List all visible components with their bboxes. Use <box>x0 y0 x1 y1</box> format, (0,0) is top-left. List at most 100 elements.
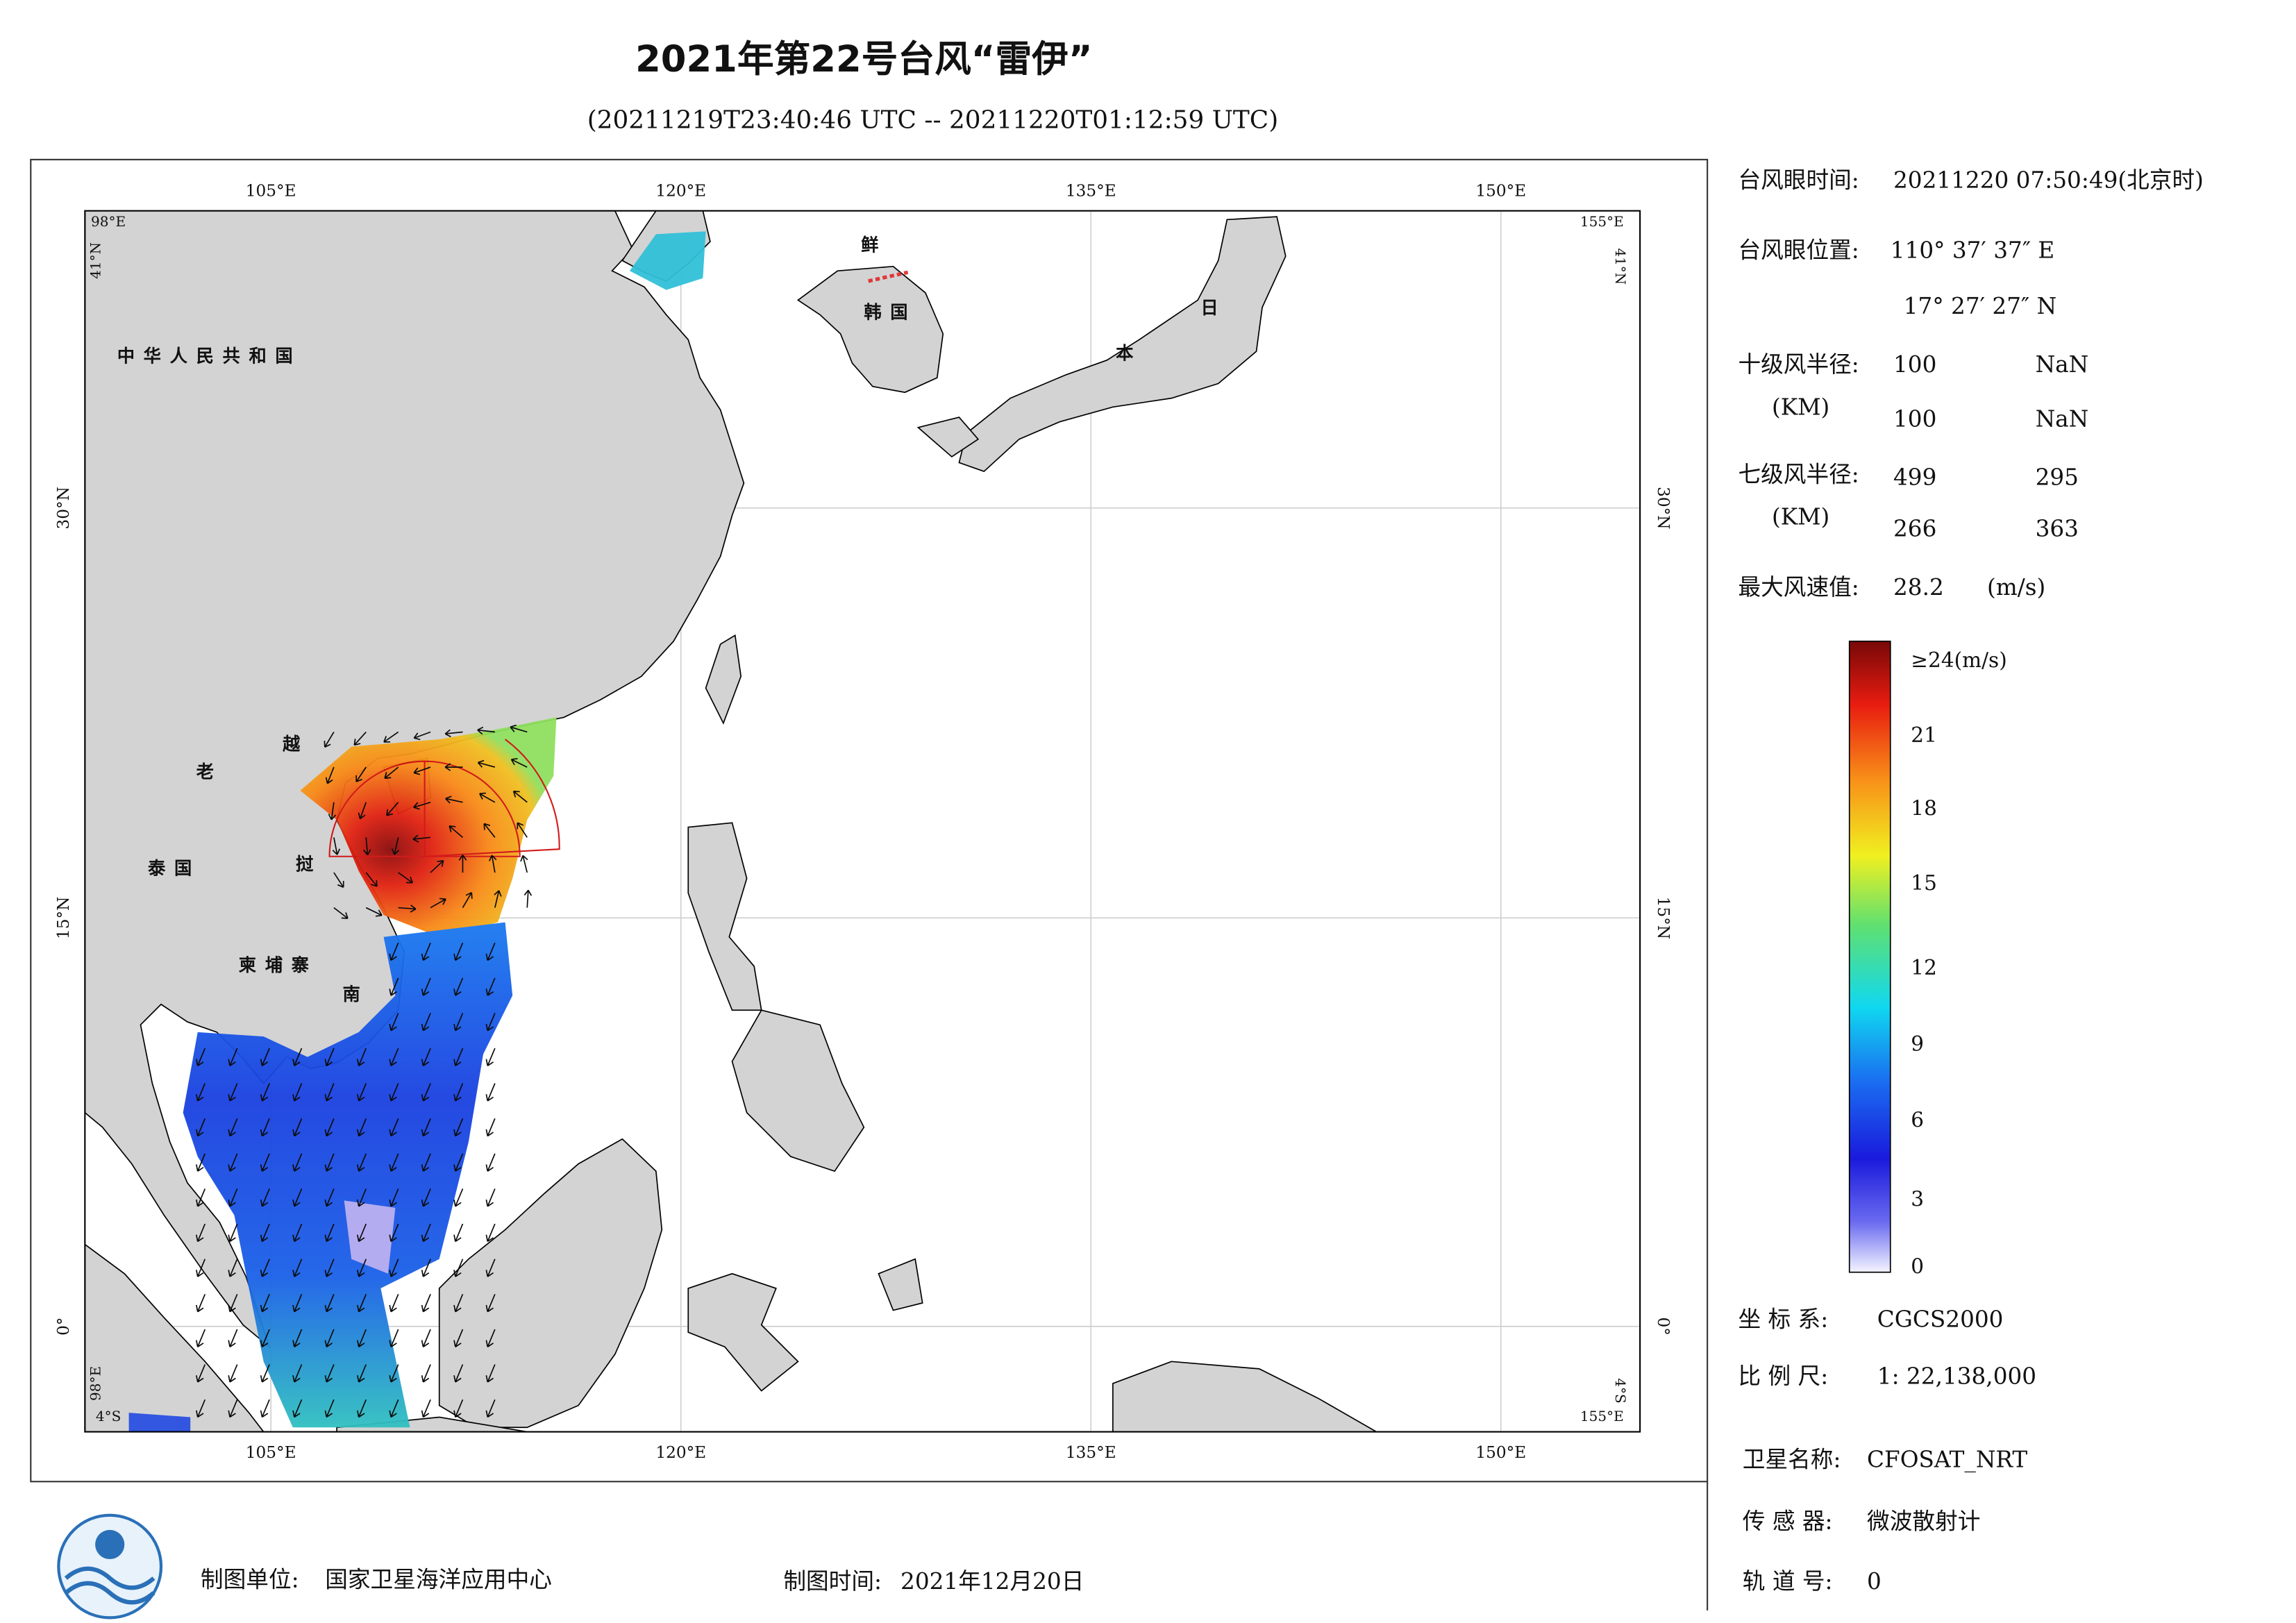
wind-arrow <box>356 1153 367 1172</box>
colorbar-label: 12 <box>1911 956 1937 979</box>
place-label: 中华人民共和国 <box>117 346 302 367</box>
wind-arrow <box>389 1399 399 1418</box>
wind-arrow <box>453 1364 464 1383</box>
wind-arrow <box>398 905 417 913</box>
eye-pos-label: 台风眼位置: <box>1738 237 1859 264</box>
wind-arrow <box>421 977 431 996</box>
lat-label: 30°N <box>1654 487 1673 529</box>
wind-arrow <box>195 1188 206 1207</box>
wind-arrow <box>453 1223 464 1243</box>
wind-arrow <box>324 1048 335 1067</box>
wind-arrow <box>292 1223 303 1243</box>
scale-label: 比 例 尺: <box>1738 1363 1828 1390</box>
wind-arrow <box>453 1083 464 1102</box>
wind-arrow <box>477 759 496 768</box>
wind-arrow <box>228 1294 238 1313</box>
wind-arrow <box>292 1399 303 1418</box>
colorbar-label: 21 <box>1911 723 1937 747</box>
wind-arrow <box>363 837 371 856</box>
wind-arrow <box>412 834 431 843</box>
wind-arrow <box>383 731 399 743</box>
wind-arrow <box>356 1083 367 1102</box>
wind-field <box>128 231 909 1432</box>
wind-arrow <box>512 790 528 803</box>
colorbar-label: 3 <box>1911 1187 1924 1211</box>
r10-unit: (KM) <box>1772 394 1829 420</box>
lon-label: 105°E <box>246 181 296 200</box>
wind-arrow <box>195 1329 206 1347</box>
wind-arrow <box>485 1118 496 1137</box>
wind-arrow <box>355 766 367 782</box>
wind-arrow <box>324 1259 335 1277</box>
radius-value: 363 <box>2036 515 2079 541</box>
place-label: 泰国 <box>148 858 201 879</box>
wind-arrow <box>195 1259 206 1277</box>
wind-arrow <box>453 1153 464 1172</box>
crs: CGCS2000 <box>1877 1306 2004 1332</box>
lat-label: 15°N <box>1654 897 1673 939</box>
lat-label: 30°N <box>54 487 73 529</box>
wind-arrow <box>485 1329 496 1347</box>
wind-arrow <box>523 889 533 908</box>
wind-arrow <box>453 1294 464 1313</box>
wind-arrow <box>413 731 431 741</box>
wind-arrow <box>228 1188 238 1207</box>
wind-arrow <box>485 1153 496 1172</box>
date-label: 制图时间: <box>783 1568 882 1595</box>
wind-arrow <box>328 802 337 821</box>
colorbar <box>1848 640 1891 1273</box>
wind-arrow <box>228 1259 238 1277</box>
place-label: 韩国 <box>864 301 916 322</box>
wind-arrow <box>389 942 399 961</box>
wind-arrow <box>453 977 464 996</box>
wind-arrow <box>485 1013 496 1032</box>
wind-arrow <box>195 1118 206 1137</box>
logo <box>57 1513 163 1620</box>
wind-arrow <box>449 825 464 838</box>
wind-arrow <box>485 1048 496 1067</box>
corner-label: 98°E <box>87 1366 104 1401</box>
wind-arrow <box>444 763 463 771</box>
unit: 国家卫星海洋应用中心 <box>325 1567 552 1593</box>
wind-arrow <box>413 801 431 810</box>
wind-arrow <box>421 1294 431 1313</box>
colorbar-label: 0 <box>1911 1254 1924 1278</box>
wind-arrow <box>195 1364 206 1383</box>
wind-arrow <box>324 1153 335 1172</box>
lat-label: 15°N <box>54 897 73 939</box>
wind-arrow <box>292 1259 303 1277</box>
lon-label: 150°E <box>1475 181 1526 200</box>
radius-value: 295 <box>2036 464 2079 491</box>
wind-arrow <box>333 907 349 919</box>
wind-arrow <box>421 1188 431 1207</box>
wind-arrow <box>389 1048 399 1067</box>
satellite-name: CFOSAT_NRT <box>1867 1447 2027 1474</box>
place-label: 鲜 <box>861 234 887 255</box>
eye-lon: 110° 37′ 37″ E <box>1891 237 2054 264</box>
place-label: 柬埔寨 <box>239 955 318 975</box>
max-wind-unit: (m/s) <box>1987 574 2045 600</box>
subtitle: (20211219T23:40:46 UTC -- 20211220T01:12… <box>587 106 1279 135</box>
wind-arrow <box>485 1188 496 1207</box>
orbit-label: 轨 道 号: <box>1743 1568 1833 1595</box>
wind-arrow <box>421 1118 431 1137</box>
wind-arrow <box>421 1329 431 1347</box>
wind-arrow <box>485 942 496 961</box>
scale: 1: 22,138,000 <box>1877 1363 2036 1390</box>
place-label: 挝 <box>296 853 322 874</box>
wind-arrow <box>453 1329 464 1347</box>
lon-label: 135°E <box>1066 181 1116 200</box>
wind-arrow <box>356 1294 367 1313</box>
wind-arrow <box>517 822 528 838</box>
place-label: 越 <box>283 733 309 754</box>
wind-arrow <box>421 1259 431 1277</box>
wind-arrow <box>389 1223 399 1243</box>
wind-arrow <box>324 1294 335 1313</box>
lon-label: 120°E <box>655 181 706 200</box>
wind-arrow <box>260 1399 270 1418</box>
wind-arrow <box>292 1118 303 1137</box>
radius-value: 266 <box>1893 515 1936 541</box>
corner-label: 4°S <box>96 1408 121 1424</box>
place-label: 本 <box>1116 342 1142 363</box>
